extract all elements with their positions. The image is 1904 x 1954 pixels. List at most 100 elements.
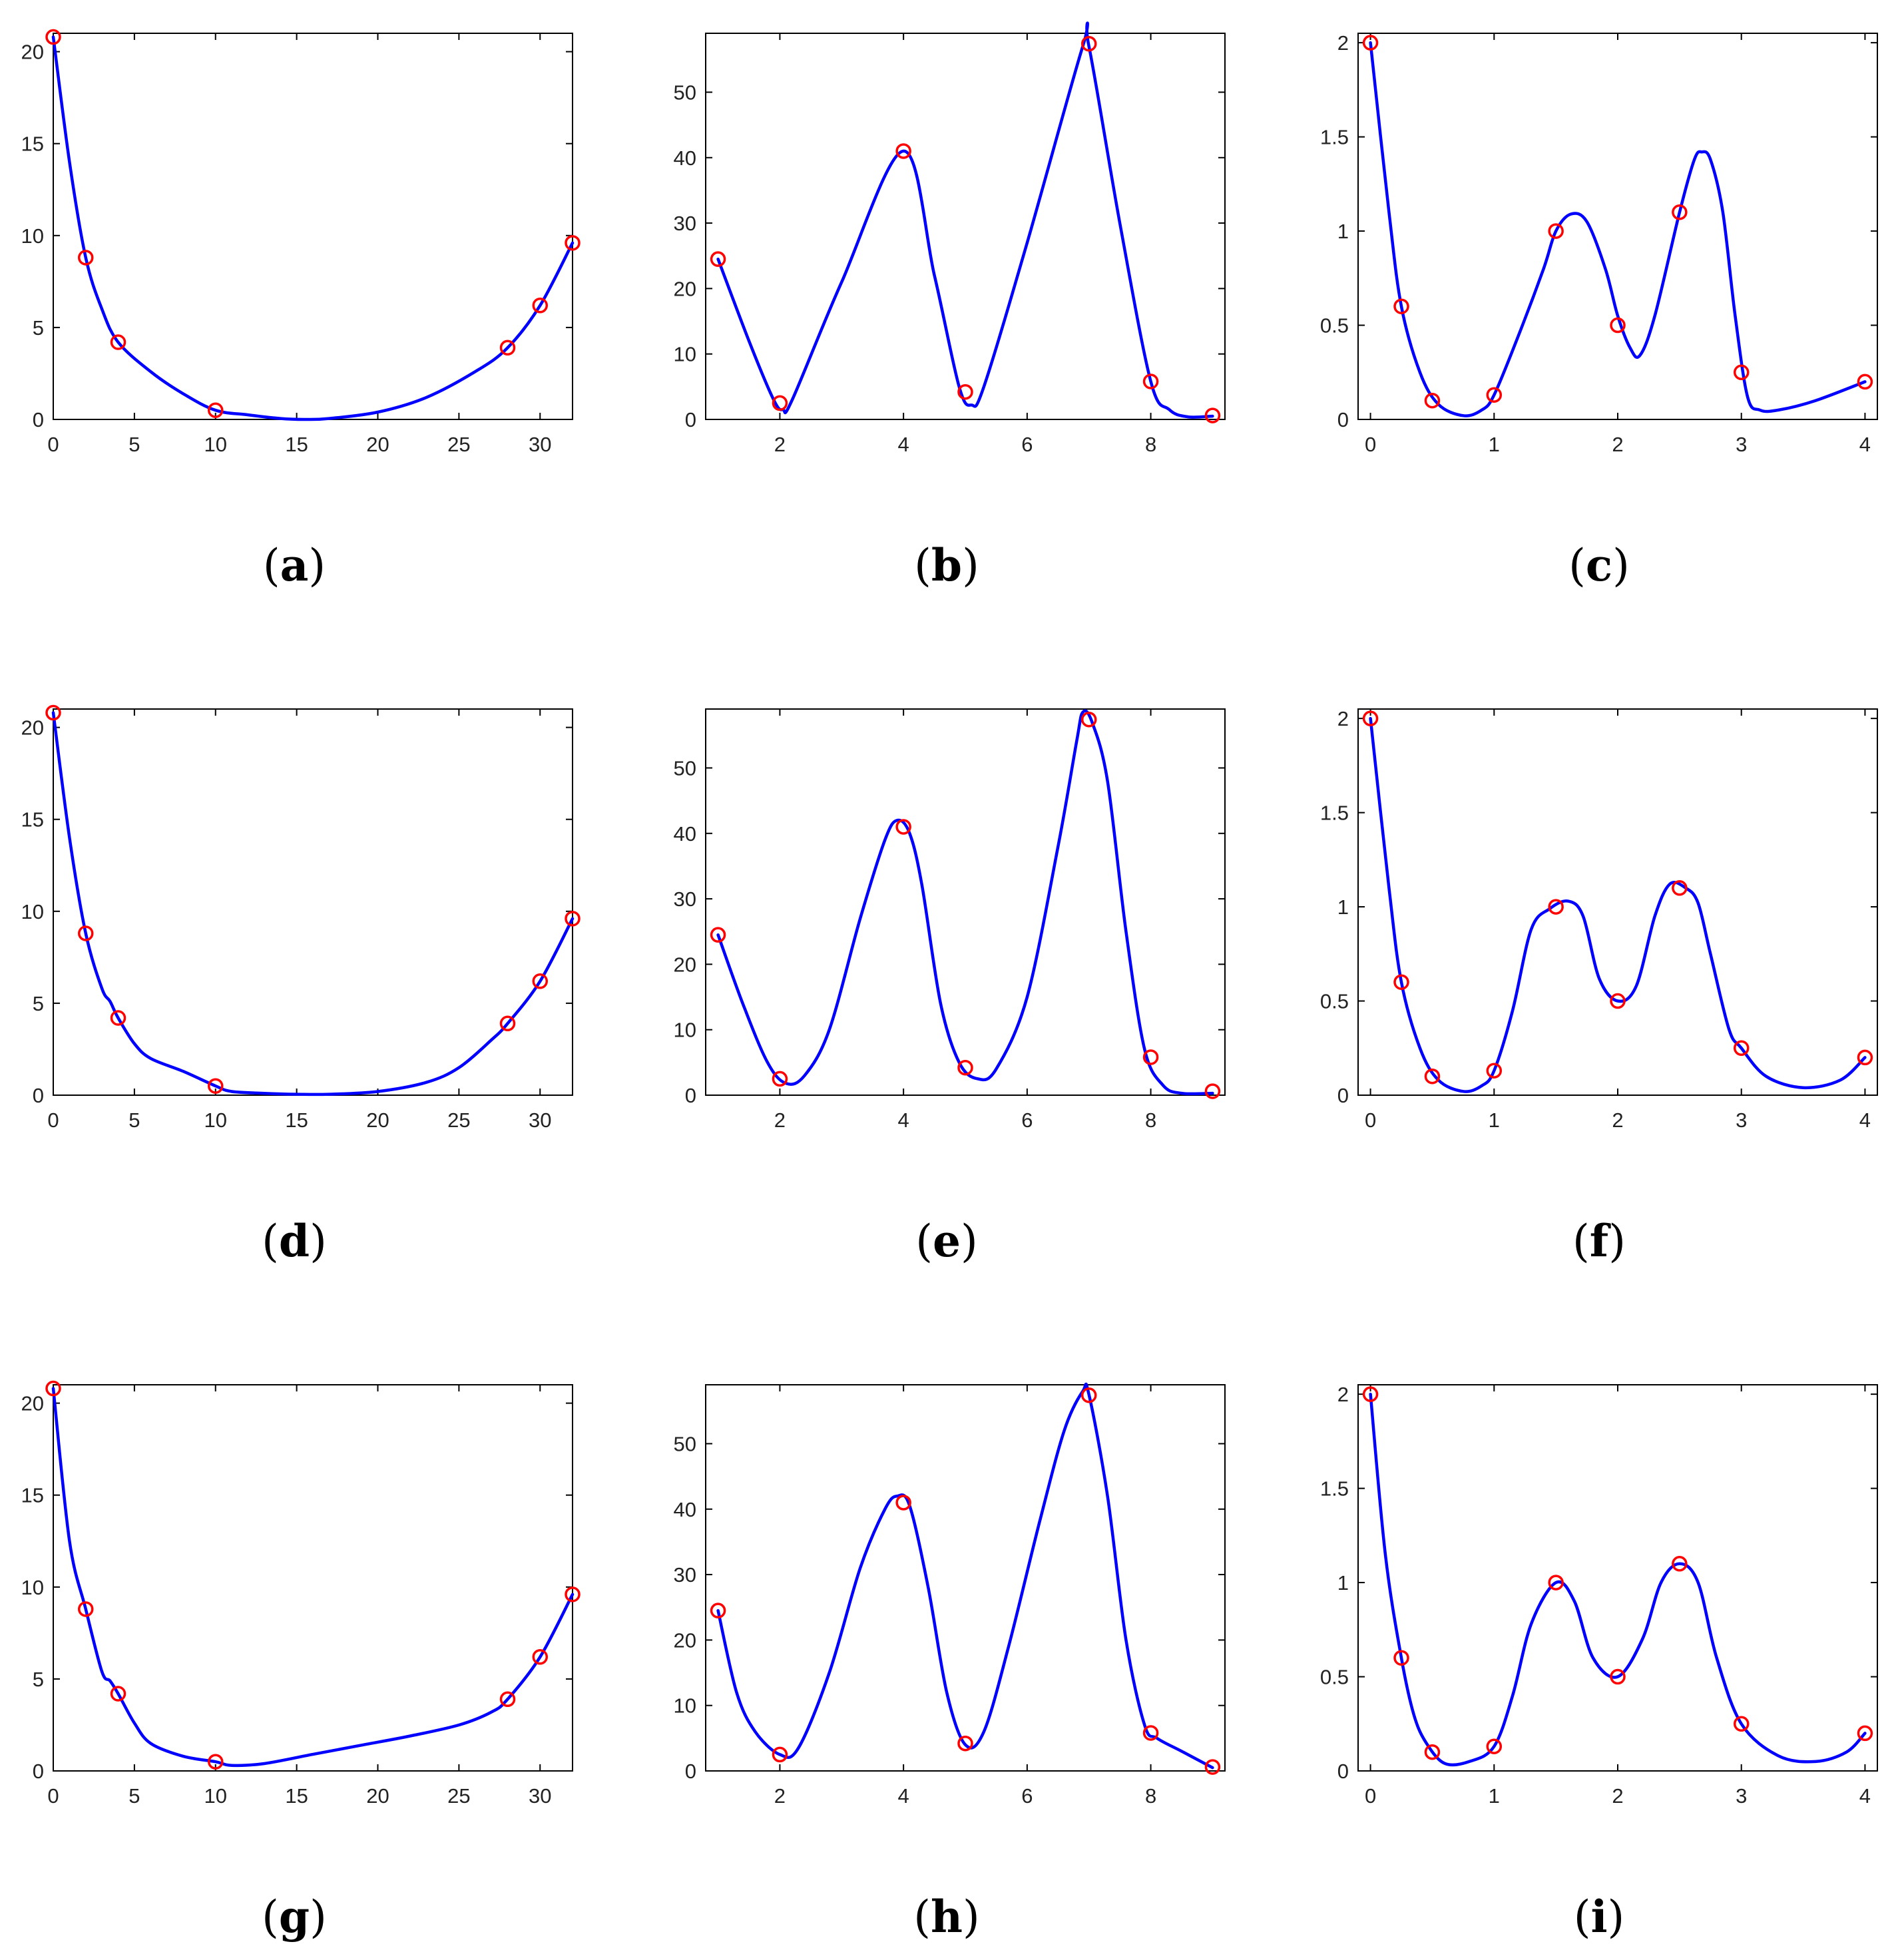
- y-tick-label: 40: [674, 822, 696, 846]
- y-tick-label: 2: [1337, 707, 1349, 730]
- data-point: [110, 334, 126, 350]
- x-tick-label: 2: [774, 433, 786, 456]
- data-point: [532, 1649, 548, 1665]
- panel-a: 0 5 10 15 20 25 30 0 5 10 15 20 (a): [0, 0, 586, 599]
- y-tick-label: 1.5: [1320, 126, 1349, 149]
- data-point: [1610, 317, 1626, 334]
- curve-line: [716, 709, 1214, 1096]
- chart-f: 0 1 2 3 4 0 0.5 1 1.5 2: [1320, 707, 1878, 1132]
- data-point: [1733, 364, 1750, 381]
- x-tick-label: 15: [285, 433, 308, 456]
- chart-g: 0 5 10 15 20 25 30 0 5 10 15 20: [21, 1380, 581, 1808]
- chart-e: 2 4 6 8 0 10 20 30 40 50: [674, 708, 1226, 1132]
- x-tick-label: 10: [204, 1784, 227, 1808]
- data-point: [1362, 35, 1379, 51]
- axes-box: [705, 1384, 1226, 1772]
- x-tick-label: 0: [47, 1784, 59, 1808]
- y-tick-label: 10: [674, 343, 696, 366]
- data-point: [499, 1015, 516, 1032]
- caption-d-letter: d: [278, 1215, 310, 1267]
- y-tick-label: 15: [21, 808, 44, 832]
- data-point: [1393, 298, 1409, 314]
- data-point: [1080, 711, 1097, 728]
- axes-box: [1357, 708, 1878, 1096]
- data-point: [710, 927, 726, 943]
- panel-f: 0 1 2 3 4 0 0.5 1 1.5 2 (f): [1305, 676, 1891, 1275]
- x-tick-label: 10: [204, 1108, 227, 1132]
- caption-i-letter: i: [1590, 1891, 1608, 1943]
- y-tick-label: 0: [1337, 1760, 1349, 1783]
- data-point: [1204, 407, 1221, 423]
- y-tick-label: 30: [674, 212, 696, 235]
- data-point: [1486, 1063, 1503, 1079]
- data-point: [78, 925, 94, 941]
- data-point: [110, 1010, 126, 1026]
- caption-f-letter: f: [1589, 1215, 1609, 1267]
- chart-i: 0 1 2 3 4 0 0.5 1 1.5 2: [1320, 1383, 1878, 1808]
- data-point: [1204, 1083, 1221, 1099]
- caption-g-letter: g: [278, 1891, 310, 1943]
- data-point: [1610, 993, 1626, 1009]
- y-tick-label: 0: [685, 408, 696, 431]
- data-point: [1733, 1716, 1750, 1732]
- panel-i: 0 1 2 3 4 0 0.5 1 1.5 2 (i): [1305, 1351, 1891, 1951]
- y-tick-label: 0: [1337, 1084, 1349, 1107]
- axes-box: [1357, 1384, 1878, 1772]
- x-tick-label: 2: [1612, 1108, 1623, 1132]
- x-tick-label: 0: [47, 433, 59, 456]
- data-point: [1204, 1759, 1221, 1775]
- x-tick-label: 25: [447, 1784, 470, 1808]
- x-tick-label: 3: [1736, 433, 1747, 456]
- y-tick-label: 1.5: [1320, 1477, 1349, 1501]
- data-point: [1142, 373, 1159, 389]
- data-point: [1142, 1725, 1159, 1741]
- data-point: [110, 1686, 126, 1702]
- x-tick-label: 0: [47, 1108, 59, 1132]
- caption-d: (d): [262, 1215, 327, 1267]
- curve-line: [1369, 716, 1867, 1093]
- y-tick-label: 10: [21, 1576, 44, 1599]
- x-tick-label: 4: [898, 433, 909, 456]
- caption-a-letter: a: [280, 539, 309, 591]
- y-tick-label: 0.5: [1320, 990, 1349, 1013]
- data-point: [1393, 974, 1409, 990]
- y-tick-label: 5: [33, 992, 44, 1015]
- x-tick-label: 30: [529, 1108, 551, 1132]
- y-tick-label: 2: [1337, 31, 1349, 55]
- y-tick-label: 0: [1337, 408, 1349, 431]
- y-tick-label: 20: [674, 277, 696, 300]
- x-tick-label: 8: [1145, 1784, 1156, 1808]
- data-point: [499, 340, 516, 356]
- x-tick-label: 30: [529, 1784, 551, 1808]
- data-point: [772, 1071, 788, 1087]
- x-tick-label: 25: [447, 1108, 470, 1132]
- data-point: [565, 1587, 581, 1602]
- y-tick-label: 30: [674, 887, 696, 911]
- data-point: [1672, 204, 1688, 220]
- curve-line: [51, 35, 575, 421]
- data-point: [957, 383, 973, 400]
- curve-line: [716, 21, 1214, 419]
- data-point: [1142, 1049, 1159, 1065]
- y-tick-label: 1: [1337, 1571, 1349, 1594]
- y-tick-label: 0: [33, 1084, 44, 1107]
- caption-c: (c): [1568, 539, 1630, 591]
- data-point: [1857, 1725, 1873, 1742]
- caption-h-letter: h: [931, 1891, 963, 1943]
- data-point: [1424, 392, 1441, 409]
- curve-line: [51, 711, 575, 1097]
- y-tick-label: 20: [21, 716, 44, 740]
- panel-c: 0 1 2 3 4 0 0.5 1 1.5 2 (c): [1305, 0, 1891, 599]
- data-point: [1672, 1556, 1688, 1572]
- axes-box: [705, 708, 1226, 1096]
- chart-a: 0 5 10 15 20 25 30 0 5 10 15 20: [21, 29, 581, 456]
- panel-g: 0 5 10 15 20 25 30 0 5 10 15 20 (g): [0, 1351, 586, 1951]
- caption-b-letter: b: [931, 539, 963, 591]
- data-point: [1393, 1650, 1409, 1666]
- chart-c: 0 1 2 3 4 0 0.5 1 1.5 2: [1320, 31, 1878, 456]
- chart-b: 2 4 6 8 0 10 20 30 40 50: [674, 21, 1226, 456]
- panel-b: 2 4 6 8 0 10 20 30 40 50 (b): [652, 0, 1238, 599]
- axes-box: [705, 33, 1226, 420]
- data-point: [1424, 1744, 1441, 1760]
- data-point: [499, 1691, 516, 1708]
